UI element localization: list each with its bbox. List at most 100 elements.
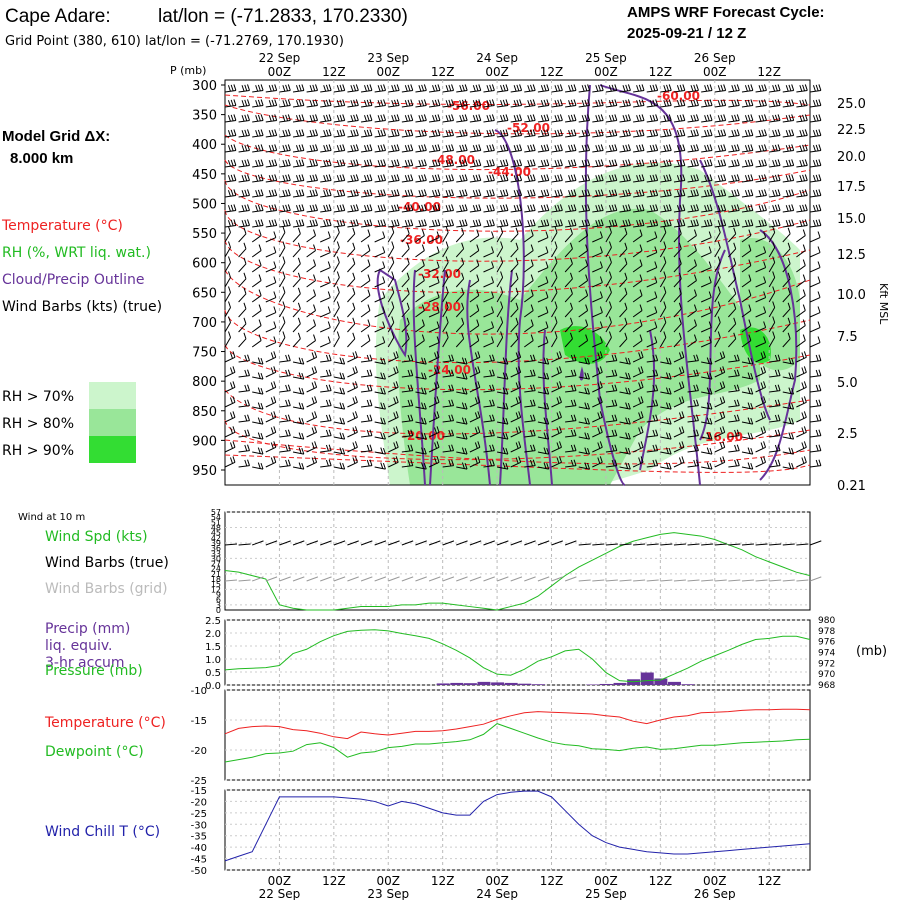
wind-barb-grid	[728, 579, 741, 582]
legend-barbs-true: Wind Barbs (true)	[45, 555, 169, 571]
wind-barb-flag	[570, 399, 574, 407]
wind-barb-flag	[434, 427, 438, 434]
wind-barb-flag	[717, 241, 721, 248]
wind-barb-flag	[693, 334, 697, 341]
wind-barb	[442, 405, 454, 408]
wind-barb-flag	[638, 412, 642, 419]
wind-barb	[360, 390, 373, 393]
wind-barb-flag	[297, 227, 301, 234]
wind-barb-flag	[690, 100, 694, 107]
wind-barb-flag	[434, 174, 438, 182]
wind-barb	[551, 386, 562, 393]
temp-contour-label: -48.00	[432, 153, 475, 167]
wind-barb-flag	[570, 354, 574, 362]
wind-barb-flag	[584, 99, 588, 107]
wind-barb-flag	[585, 334, 589, 341]
wind-barb-flag	[559, 129, 563, 136]
wind-barb-flag	[668, 204, 672, 211]
wind-barb-flag	[228, 301, 231, 308]
wind-barb-flag	[554, 160, 558, 167]
wind-barb-flag	[355, 144, 359, 151]
wind-barb	[306, 431, 317, 438]
wind-barb-flag	[570, 204, 574, 212]
wind-barb	[292, 263, 301, 273]
wind-barb-flag	[472, 145, 476, 152]
wind-barb-flag	[788, 462, 792, 469]
wind-barb	[374, 451, 386, 455]
wind-barb-flag	[777, 99, 781, 106]
wind-barb	[374, 179, 386, 183]
wind-barb-flag	[461, 129, 465, 137]
wind-barb	[741, 295, 752, 303]
wind-barb	[360, 465, 373, 468]
wind-barb-flag	[777, 369, 781, 376]
wind-barb	[278, 337, 286, 348]
wind-barb	[714, 194, 726, 198]
wind-barb-flag	[704, 175, 708, 182]
wind-barb-flag	[502, 114, 506, 122]
wind-barb-flag	[720, 159, 724, 167]
wind-barb-flag	[382, 447, 386, 455]
wind-barb	[619, 421, 631, 425]
wind-barb-flag	[649, 190, 653, 197]
wind-barb-flag	[273, 351, 277, 358]
wind-barb-flag	[436, 396, 440, 403]
wind-barb-flag	[717, 226, 721, 233]
wind-barb-flag	[366, 174, 370, 182]
wind-barb	[660, 421, 672, 425]
wind-tick-label: 30	[211, 554, 221, 563]
wind-barb-flag	[554, 175, 558, 182]
wind-barb-flag	[352, 272, 356, 279]
wind-barb-flag	[581, 205, 585, 212]
wind-barb	[483, 194, 495, 198]
wind-barb-grid	[741, 579, 754, 582]
bottom-date-label: 22 Sep	[259, 887, 301, 900]
wind-barb-flag	[568, 85, 572, 92]
wind-barb-flag	[690, 175, 694, 182]
wind-barb-flag	[230, 427, 233, 434]
wind-barb-flag	[791, 99, 795, 106]
wind-barb-flag	[815, 369, 819, 377]
wind-barb	[646, 252, 657, 258]
wind-barb-flag	[352, 412, 356, 419]
wind-barb-flag	[709, 462, 713, 470]
wind-barb-flag	[802, 289, 806, 296]
wind-barb	[633, 194, 645, 198]
wind-barb-flag	[491, 459, 495, 466]
wind-barb	[388, 134, 400, 138]
wind-speed-line	[224, 532, 811, 611]
wind-barb	[456, 164, 468, 168]
wind-barb-flag	[323, 85, 327, 92]
wind-barb-flag	[600, 159, 604, 166]
wind-barb	[428, 386, 440, 393]
wind-barb-flag	[342, 84, 346, 91]
pressure-tick-label: 800	[192, 375, 217, 390]
wind-barb-flag	[736, 429, 740, 436]
wind-barb-flag	[818, 144, 822, 151]
wind-barb	[252, 194, 264, 198]
wind-barb	[347, 323, 356, 333]
wind-barb-flag	[679, 114, 683, 122]
wind-barb	[360, 405, 373, 408]
wind-barb	[360, 224, 373, 228]
wind-barb	[741, 325, 752, 333]
wind-barb-flag	[464, 84, 468, 91]
legend-wind: Wind Barbs (kts) (true)	[2, 299, 162, 315]
wind-barb-flag	[260, 174, 264, 181]
wind-barb-grid	[496, 576, 509, 582]
wind-barb	[401, 149, 413, 153]
wind-barb-flag	[339, 432, 343, 439]
wind-barb	[456, 224, 468, 228]
wind-barb-flag	[282, 130, 286, 137]
wind-barb	[633, 164, 645, 168]
wind-barb	[469, 280, 480, 288]
wind-barb-flag	[641, 114, 645, 121]
wind-barb	[619, 376, 631, 380]
wind-barb-flag	[350, 220, 354, 227]
wind-barb-flag	[342, 387, 346, 395]
wind-barb-flag	[584, 402, 588, 409]
wind-barb	[673, 338, 682, 348]
wind-barb-flag	[734, 84, 738, 92]
wind-barb	[701, 209, 713, 213]
wind-barb-flag	[273, 426, 277, 433]
